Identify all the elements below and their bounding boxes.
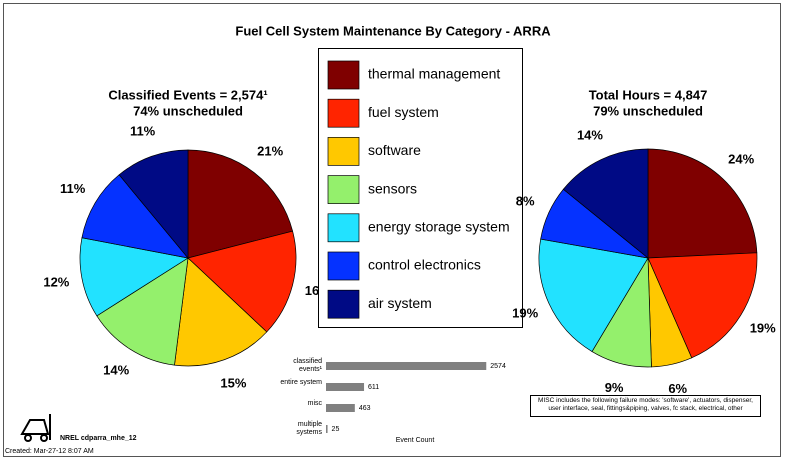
- bar: [326, 362, 487, 370]
- slice-label: 11%: [60, 181, 86, 196]
- legend-label: thermal management: [368, 66, 500, 82]
- bar-value: 463: [359, 405, 371, 412]
- slice-label: 14%: [103, 363, 129, 378]
- legend-swatch: [327, 60, 360, 90]
- legend-label: sensors: [368, 180, 417, 196]
- slice-label: 6%: [668, 381, 687, 396]
- created: Created: Mar-27-12 8:07 AM: [5, 448, 94, 455]
- credit: NREL cdparra_mhe_12: [60, 435, 137, 442]
- slice-label: 14%: [577, 128, 603, 143]
- slice-label: 11%: [130, 123, 156, 138]
- x-axis-label: Event Count: [396, 437, 435, 444]
- pie-title: Classified Events = 2,574¹: [108, 87, 267, 102]
- bar-category: classified events¹: [293, 358, 322, 373]
- slice-label: 19%: [512, 306, 538, 321]
- legend-label: control electronics: [368, 257, 481, 273]
- bar-category: entire system: [280, 379, 322, 386]
- legend-swatch: [327, 137, 360, 166]
- bar-value: 611: [368, 384, 379, 391]
- legend-swatch: [327, 213, 360, 243]
- bar-category: misc: [307, 400, 322, 407]
- pie-slice: [174, 257, 268, 367]
- pie-subtitle: 74% unscheduled: [133, 103, 243, 118]
- slice-label: 15%: [220, 376, 246, 391]
- bar: [326, 383, 365, 391]
- note-box: [530, 395, 761, 417]
- pie-slice: [647, 252, 758, 359]
- logo: [20, 414, 51, 442]
- slice-label: 21%: [257, 144, 283, 159]
- pie-slice: [79, 237, 189, 317]
- slice-label: 8%: [516, 193, 535, 208]
- note: MISC includes the following failure mode…: [538, 397, 753, 412]
- legend-label: fuel system: [368, 104, 439, 120]
- pie-slice: [647, 148, 758, 259]
- legend-swatch: [327, 251, 360, 281]
- bar-value: 2574: [490, 363, 506, 370]
- page-title: Fuel Cell System Maintenance By Category…: [235, 23, 551, 38]
- bar: [326, 404, 355, 412]
- legend-swatch: [327, 98, 360, 128]
- bar-value: 25: [332, 426, 340, 433]
- slice-label: 12%: [43, 275, 69, 290]
- pie-subtitle: 79% unscheduled: [593, 103, 703, 118]
- legend-label: energy storage system: [368, 219, 510, 235]
- pie-slice: [81, 174, 189, 259]
- pie-slice: [118, 149, 189, 259]
- pie-title: Total Hours = 4,847: [589, 87, 708, 102]
- slice-label: 24%: [728, 152, 754, 167]
- pie-slice: [96, 257, 189, 366]
- pie-slice: [538, 238, 649, 353]
- pie-slice: [187, 230, 297, 333]
- frame: [3, 3, 781, 457]
- pie-slice: [562, 148, 649, 259]
- bar: [326, 425, 328, 433]
- pie-slice: [187, 149, 294, 259]
- legend-swatch: [327, 175, 360, 204]
- bar-category: multiple systems: [296, 421, 322, 436]
- legend-label: air system: [368, 295, 432, 311]
- legend-label: software: [368, 142, 421, 158]
- slice-label: 9%: [605, 380, 624, 395]
- slice-label: 19%: [750, 321, 776, 336]
- legend-swatch: [327, 289, 360, 319]
